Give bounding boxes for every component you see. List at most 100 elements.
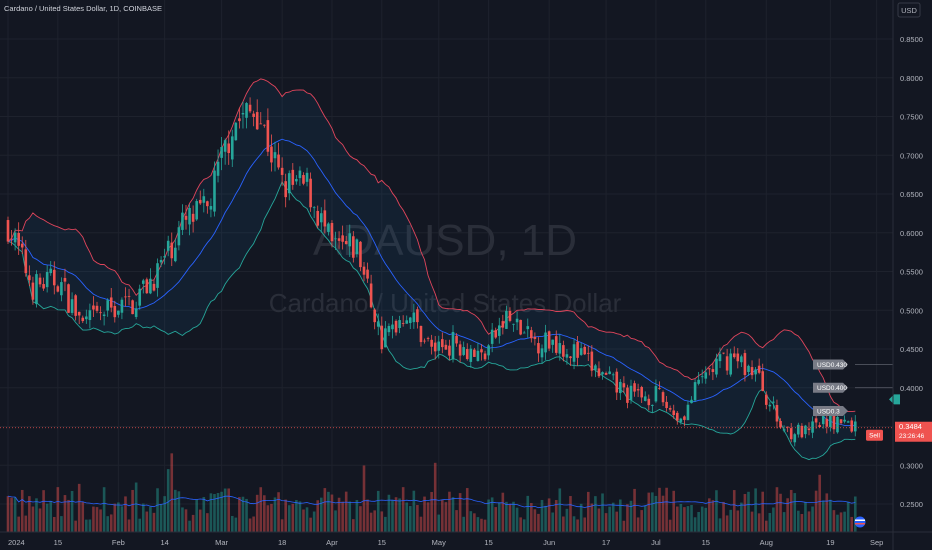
candle-body (166, 240, 170, 251)
candle-body (359, 241, 362, 268)
volume-bar (530, 503, 533, 532)
candle-body (198, 199, 202, 204)
volume-bar (277, 492, 280, 532)
candle-body (455, 335, 458, 344)
time-tick-label: Apr (326, 538, 338, 547)
candle-body (266, 120, 270, 152)
volume-bar (565, 508, 569, 532)
volume-bar (166, 469, 170, 532)
volume-bar (608, 506, 611, 532)
sell-label[interactable]: Sell (869, 433, 880, 440)
volume-bar (829, 499, 832, 532)
candle-body (544, 332, 547, 353)
volume-bar (490, 497, 494, 532)
events-flag-icon[interactable] (854, 516, 866, 528)
candle-body (223, 140, 227, 152)
candle-body (654, 386, 658, 402)
candle-body (444, 344, 448, 350)
volume-bar (141, 503, 145, 532)
candle-body (846, 421, 850, 423)
volume-bar (562, 516, 565, 532)
volume-bar (284, 499, 287, 532)
candle-body (124, 296, 127, 298)
candle-body (206, 201, 209, 207)
candle-body (583, 346, 587, 355)
candle-body (836, 416, 839, 433)
volume-bar (526, 495, 530, 532)
candle-body (85, 316, 88, 320)
time-tick-label: 18 (278, 538, 286, 547)
candle-body (448, 345, 451, 356)
currency-selector[interactable]: USD (897, 2, 921, 18)
price-axis[interactable]: 0.8500 0.8000 0.7500 0.7000 0.6500 0.6000 0.55… (892, 0, 932, 550)
candle-body (473, 349, 476, 357)
candle-body (252, 113, 255, 117)
candle-body (579, 348, 583, 355)
candle-body (636, 389, 640, 391)
volume-bar (782, 512, 786, 532)
volume-bar (586, 491, 590, 532)
volume-bar (522, 519, 526, 532)
volume-bar (804, 501, 807, 532)
volume-bar (49, 500, 53, 532)
candle-body (312, 207, 316, 209)
candle-body (586, 352, 590, 354)
volume-bar (152, 512, 156, 532)
candle-body (177, 227, 181, 246)
time-tick-label: 15 (484, 538, 492, 547)
level-labels[interactable]: USD0.430 USD0.400 USD0.3 Sell (813, 359, 900, 528)
volume-bar (95, 507, 99, 532)
volume-bar (700, 506, 704, 532)
volume-bar (352, 519, 355, 532)
volume-bar (814, 490, 818, 532)
price-tick-label: 0.3000 (900, 461, 923, 470)
volume-bar (793, 493, 797, 532)
candle-body (195, 201, 198, 220)
time-tick-label: 15 (54, 538, 62, 547)
volume-bar (13, 497, 17, 532)
time-tick-label: Jul (651, 538, 661, 547)
volume-bar (67, 499, 70, 532)
price-tick-label: 0.8500 (900, 35, 923, 44)
volume-bar (302, 509, 305, 532)
volume-bar (547, 498, 551, 532)
candle-body (732, 353, 736, 358)
candle-body (330, 222, 334, 242)
volume-bar (234, 517, 238, 532)
candle-body (127, 296, 131, 297)
volume-bar (797, 510, 800, 532)
volume-bar (668, 519, 672, 532)
volume-bar (241, 496, 245, 532)
candle-body (661, 392, 665, 403)
time-axis[interactable]: 2024 15 Feb 14 Mar 18 Apr 15 May 15 Jun 17 Jul 15 Aug 1… (0, 531, 932, 547)
candle-body (287, 173, 291, 194)
volume-bar (359, 506, 362, 532)
volume-bar (120, 506, 124, 532)
candle-body (270, 146, 273, 163)
candle-body (259, 123, 263, 125)
price-tick-label: 0.8000 (900, 74, 923, 83)
candle-body (743, 353, 747, 376)
volume-bar (35, 498, 38, 532)
volume-bar (462, 516, 465, 532)
volume-bar (433, 462, 437, 532)
volume-bar (697, 512, 700, 532)
volume-bar (465, 488, 469, 532)
volume-bar (70, 490, 74, 532)
level-tag-label: USD0.430 (817, 362, 847, 369)
candle-body (170, 242, 174, 259)
volume-bar (92, 506, 95, 532)
candle-body (604, 372, 608, 375)
candle-body (736, 353, 740, 362)
volume-bar (20, 489, 24, 532)
time-tick-label: 15 (702, 538, 710, 547)
volume-bar (672, 490, 676, 532)
volume-bar (174, 489, 177, 532)
candle-body (327, 223, 330, 232)
volume-bar (497, 502, 501, 532)
candle-body (764, 394, 768, 405)
candle-body (647, 398, 651, 406)
volume-bar (127, 519, 131, 532)
volume-bar (583, 517, 587, 532)
